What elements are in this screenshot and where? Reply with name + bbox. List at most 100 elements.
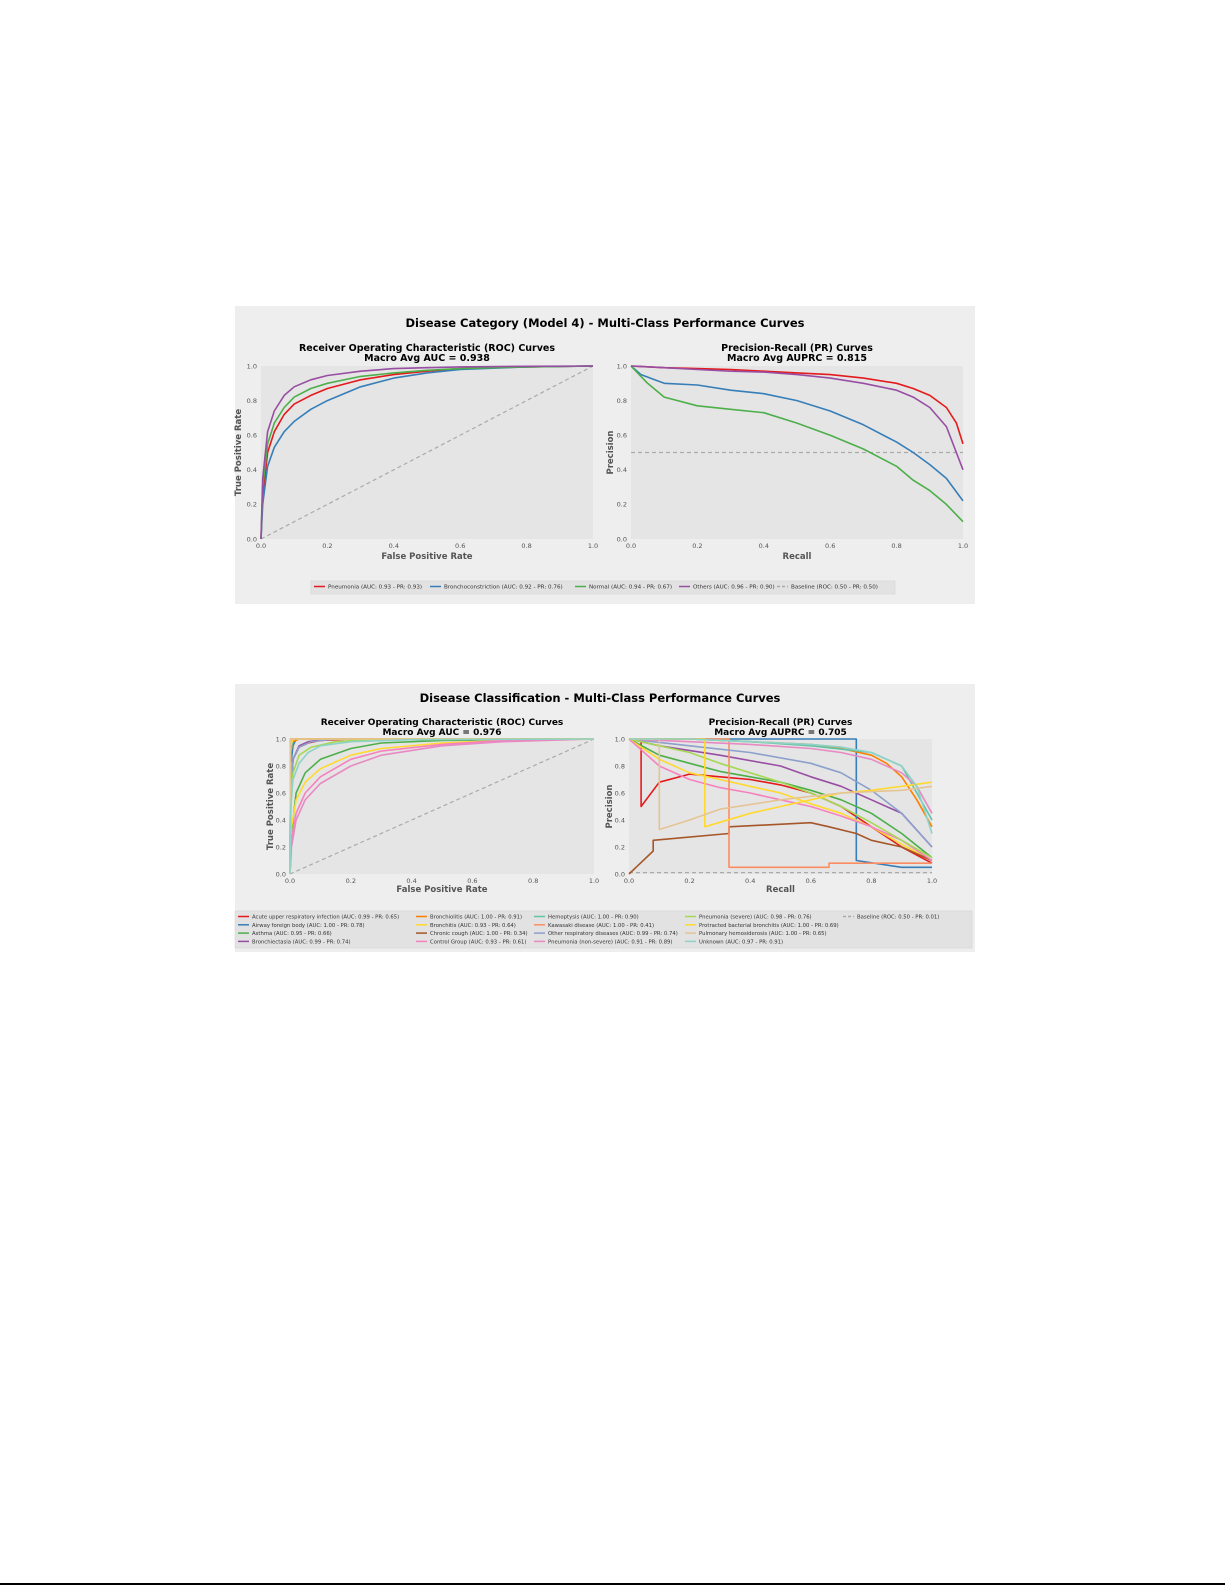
y-tick-label: 0.0 xyxy=(276,870,286,878)
y-tick-label: 0.0 xyxy=(247,535,257,543)
x-tick-label: 0.2 xyxy=(346,877,356,885)
figure-2-suptitle: Disease Classification - Multi-Class Per… xyxy=(420,691,781,705)
x-tick-label: 0.4 xyxy=(406,877,416,885)
series-line-12 xyxy=(628,738,933,859)
figure-1-suptitle: Disease Category (Model 4) - Multi-Class… xyxy=(405,316,804,330)
x-tick-label: 1.0 xyxy=(958,542,968,550)
series-line-10 xyxy=(628,738,933,848)
series-line-11 xyxy=(628,738,933,814)
series-line-11 xyxy=(289,738,595,875)
chart-subtitle: Macro Avg AUC = 0.938 xyxy=(364,353,490,364)
y-tick-label: 0.2 xyxy=(276,843,286,851)
y-tick-label: 0.2 xyxy=(617,501,627,509)
series-line-13 xyxy=(629,738,933,828)
x-tick-label: 1.0 xyxy=(927,877,937,885)
series-line-3 xyxy=(628,738,933,848)
series-line-2 xyxy=(260,365,594,540)
legend-label: Other respiratory diseases (AUC: 0.99 - … xyxy=(548,931,678,937)
legend-label: Control Group (AUC: 0.93 - PR: 0.61) xyxy=(430,939,527,945)
series-line-6 xyxy=(628,821,933,875)
x-tick-label: 0.2 xyxy=(684,877,694,885)
legend-label: Pneumonia (AUC: 0.93 - PR: 0.93) xyxy=(328,585,422,591)
x-tick-label: 0.2 xyxy=(692,542,702,550)
series-line-2 xyxy=(630,365,964,523)
series-line-15 xyxy=(629,738,933,834)
y-tick-label: 0.8 xyxy=(247,397,257,405)
chart-subtitle: Macro Avg AUC = 0.976 xyxy=(382,728,501,738)
legend-label: Kawasaki disease (AUC: 1.00 - PR: 0.41) xyxy=(548,923,654,929)
x-tick-label: 0.4 xyxy=(389,542,399,550)
legend-box xyxy=(310,580,896,595)
legend-label: Acute upper respiratory infection (AUC: … xyxy=(252,915,399,921)
legend-disease-category: Pneumonia (AUC: 0.93 - PR: 0.93) Bronchoc… xyxy=(310,580,896,595)
series-line-0 xyxy=(630,365,964,445)
legend-label: Pulmonary hemosiderosis (AUC: 1.00 - PR:… xyxy=(699,931,827,937)
y-tick-label: 0.6 xyxy=(247,432,257,440)
y-tick-label: 1.0 xyxy=(247,362,257,370)
x-tick-label: 0.2 xyxy=(322,542,332,550)
x-axis-label: False Positive Rate xyxy=(381,552,472,562)
y-axis-label: True Positive Rate xyxy=(234,409,244,496)
x-tick-label: 0.6 xyxy=(467,877,477,885)
x-tick-label: 0.4 xyxy=(759,542,769,550)
y-tick-label: 0.6 xyxy=(617,432,627,440)
y-tick-label: 0.6 xyxy=(615,789,625,797)
legend-label: Baseline (ROC: 0.50 - PR: 0.50) xyxy=(791,585,878,591)
legend-label: Unknown (AUC: 0.97 - PR: 0.91) xyxy=(699,939,783,945)
x-tick-label: 1.0 xyxy=(588,542,598,550)
y-tick-label: 0.2 xyxy=(615,843,625,851)
y-tick-label: 1.0 xyxy=(617,362,627,370)
x-axis-label: False Positive Rate xyxy=(396,885,487,895)
series-line-3 xyxy=(630,365,964,471)
plot-area xyxy=(290,739,594,874)
x-axis-label: Recall xyxy=(783,552,812,562)
y-tick-label: 0.0 xyxy=(617,535,627,543)
y-tick-label: 0.2 xyxy=(247,501,257,509)
y-tick-label: 0.8 xyxy=(615,762,625,770)
y-axis-label: Precision xyxy=(606,430,616,474)
y-tick-label: 0.4 xyxy=(247,466,257,474)
legend-label: Pneumonia (non-severe) (AUC: 0.91 - PR: … xyxy=(548,939,673,945)
y-tick-label: 0.6 xyxy=(276,789,286,797)
legend-label: Pneumonia (severe) (AUC: 0.98 - PR: 0.76… xyxy=(699,915,812,921)
series-line-15 xyxy=(289,738,595,875)
chart-title: Receiver Operating Characteristic (ROC) … xyxy=(321,718,564,728)
x-tick-label: 0.8 xyxy=(866,877,876,885)
chart-title: Precision-Recall (PR) Curves xyxy=(709,718,853,728)
x-axis-label: Recall xyxy=(766,885,795,895)
x-tick-label: 0.8 xyxy=(891,542,901,550)
y-tick-label: 0.4 xyxy=(276,816,286,824)
x-tick-label: 0.6 xyxy=(825,542,835,550)
series-line-5 xyxy=(628,738,933,862)
y-tick-label: 1.0 xyxy=(276,735,286,743)
series-line-7 xyxy=(289,738,595,875)
legend-label: Protracted bacterial bronchitis (AUC: 1.… xyxy=(699,923,839,929)
x-tick-label: 1.0 xyxy=(589,877,599,885)
series-line-9 xyxy=(629,738,932,869)
chart-subtitle: Macro Avg AUPRC = 0.705 xyxy=(714,728,847,738)
x-tick-label: 0.8 xyxy=(521,542,531,550)
y-tick-label: 0.8 xyxy=(276,762,286,770)
x-tick-label: 0.0 xyxy=(256,542,266,550)
series-line-1 xyxy=(629,738,932,869)
legend-label: Hemoptysis (AUC: 1.00 - PR: 0.90) xyxy=(548,915,639,921)
legend-label: Bronchiectasia (AUC: 0.99 - PR: 0.74) xyxy=(252,939,351,945)
page-bottom-rule xyxy=(0,1583,1225,1585)
legend-label: Bronchiolitis (AUC: 1.00 - PR: 0.91) xyxy=(430,915,522,921)
series-line-1 xyxy=(630,365,964,502)
y-axis-label: Precision xyxy=(605,784,615,828)
x-tick-label: 0.0 xyxy=(624,877,634,885)
y-tick-label: 0.4 xyxy=(615,816,625,824)
y-tick-label: 0.8 xyxy=(617,397,627,405)
legend-label: Asthma (AUC: 0.95 - PR: 0.66) xyxy=(252,931,332,937)
legend-label: Baseline (ROC: 0.50 - PR: 0.01) xyxy=(857,915,939,921)
y-tick-label: 1.0 xyxy=(615,735,625,743)
legend-label: Airway foreign body (AUC: 1.00 - PR: 0.7… xyxy=(252,923,365,929)
x-tick-label: 0.6 xyxy=(455,542,465,550)
y-tick-label: 0.0 xyxy=(615,870,625,878)
chart-subtitle: Macro Avg AUPRC = 0.815 xyxy=(727,353,867,364)
series-line-3 xyxy=(260,365,594,540)
